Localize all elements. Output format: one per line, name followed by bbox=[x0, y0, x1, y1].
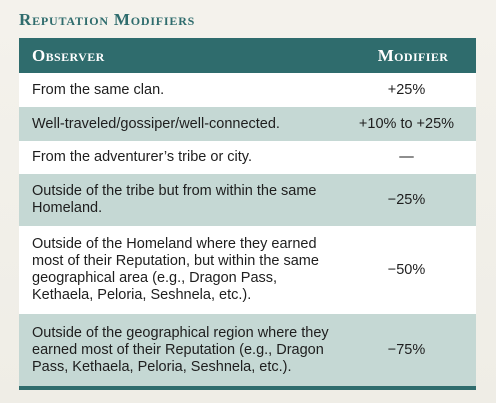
header-observer: Observer bbox=[32, 45, 105, 65]
modifier-cell: −75% bbox=[387, 341, 426, 358]
observer-cell: Outside of the tribe but from within the… bbox=[32, 183, 317, 216]
observer-cell: Outside of the geographical region where… bbox=[32, 324, 329, 375]
modifier-cell: +25% bbox=[387, 81, 426, 98]
table-row: Outside of the geographical region where… bbox=[19, 314, 476, 386]
observer-cell: Well-traveled/gossiper/well-connected. bbox=[32, 115, 280, 132]
header-modifier: Modifier bbox=[377, 45, 449, 65]
table-row: From the same clan. +25% bbox=[19, 73, 476, 107]
modifier-cell: +10% to +25% bbox=[358, 115, 455, 132]
table-header: Observer Modifier bbox=[19, 38, 476, 73]
table-row: Outside of the tribe but from within the… bbox=[19, 174, 476, 226]
table-row: Outside of the Homeland where they earne… bbox=[19, 226, 476, 314]
table-row: Well-traveled/gossiper/well-connected. +… bbox=[19, 107, 476, 141]
modifier-cell: −25% bbox=[387, 191, 426, 208]
table-row: From the adventurer’s tribe or city. — bbox=[19, 141, 476, 174]
reputation-modifiers-table: Observer Modifier From the same clan. +2… bbox=[19, 38, 476, 390]
table-title: Reputation Modifiers bbox=[19, 10, 196, 29]
modifier-cell: — bbox=[399, 149, 414, 165]
modifier-cell: −50% bbox=[387, 261, 426, 278]
observer-cell: Outside of the Homeland where they earne… bbox=[32, 236, 319, 303]
observer-cell: From the same clan. bbox=[32, 81, 165, 98]
observer-cell: From the adventurer’s tribe or city. bbox=[32, 149, 252, 165]
